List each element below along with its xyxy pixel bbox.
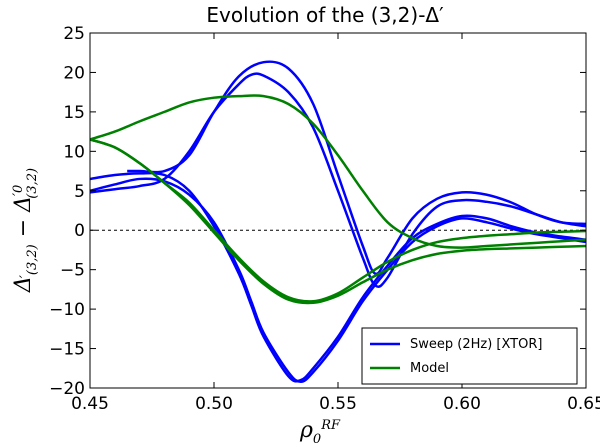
y-tick-label: 15 — [63, 103, 85, 123]
legend-label-model: Model — [410, 361, 449, 376]
y-tick-label: 25 — [63, 24, 85, 44]
x-tick-label: 0.45 — [71, 394, 109, 414]
x-tick-label: 0.55 — [319, 394, 357, 414]
y-tick-label: −5 — [60, 261, 85, 281]
series-1-curve-2 — [90, 138, 586, 305]
svg-text:ρ0RF: ρ0RF — [299, 418, 341, 443]
legend-label-sweep: Sweep (2Hz) [XTOR] — [410, 337, 542, 352]
x-axis-label: ρ0RF — [299, 418, 341, 443]
series-0-curve-0 — [90, 177, 586, 383]
series-curves — [90, 60, 586, 383]
plot-area — [90, 60, 586, 383]
axis-ticks: 0.45 0.50 0.55 0.60 0.65 −20 −15 −10 −5 0 5 10 15 20 2… — [49, 24, 600, 414]
y-tick-label: 0 — [74, 221, 85, 241]
y-axis-label: Δ′(3,2) − Δ′0(3,2) — [11, 168, 40, 293]
series-0-curve-2 — [127, 60, 586, 276]
y-tick-label: 5 — [74, 182, 85, 202]
series-0-curve-1 — [90, 171, 586, 383]
series-1-curve-1 — [90, 138, 586, 303]
y-tick-label: −15 — [49, 340, 85, 360]
x-tick-label: 0.50 — [195, 394, 233, 414]
y-tick-label: 10 — [63, 142, 85, 162]
y-tick-label: −20 — [49, 379, 85, 399]
x-tick-label: 0.65 — [567, 394, 600, 414]
chart-title: Evolution of the (3,2)-Δ′ — [206, 3, 444, 27]
series-1-curve-0 — [90, 94, 586, 249]
y-tick-label: 20 — [63, 63, 85, 83]
series-0-curve-3 — [90, 72, 586, 289]
legend-box — [361, 327, 578, 385]
y-tick-label: −10 — [49, 300, 85, 320]
svg-text:Δ′(3,2) − Δ′0(3,2): Δ′(3,2) − Δ′0(3,2) — [11, 168, 40, 293]
legend: Sweep (2Hz) [XTOR] Model — [361, 327, 578, 385]
x-tick-label: 0.60 — [443, 394, 481, 414]
